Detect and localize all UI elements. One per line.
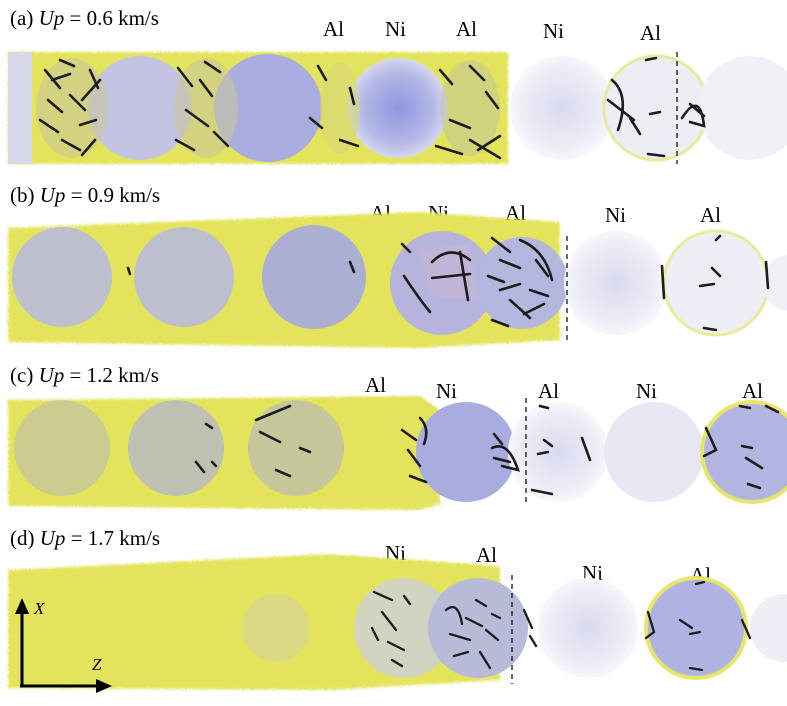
dislocation-lines-a (38, 56, 706, 160)
material-label: Al (742, 379, 763, 403)
material-label: Al (476, 543, 497, 567)
panel-c: (c) Up = 1.2 km/s Al Ni Al Ni Al (8, 363, 787, 510)
z-axis-label: Z (92, 655, 102, 674)
material-label: Ni (543, 19, 564, 43)
material-label: Ni (385, 17, 406, 41)
material-label: Al (365, 373, 386, 397)
panel-c-title: (c) Up = 1.2 km/s (10, 363, 159, 387)
material-label: Al (323, 17, 344, 41)
x-axis-arrowhead (15, 598, 29, 614)
dislocation-lines-d (370, 580, 752, 672)
material-label: Al (700, 203, 721, 227)
material-label: Ni (636, 379, 657, 403)
dislocation-lines-c (194, 404, 780, 496)
atom-column-d (8, 554, 787, 690)
panel-a-title: (a) Up = 0.6 km/s (10, 6, 159, 30)
material-label: Ni (436, 379, 457, 403)
dislocation-lines-b (126, 234, 770, 332)
atom-column-b (8, 212, 787, 348)
material-label: Al (538, 379, 559, 403)
panel-b: (b) Up = 0.9 km/s Al Ni Al Ni Al (8, 183, 787, 348)
atom-column-a (8, 52, 787, 164)
coordinate-axes: X Z (15, 598, 112, 693)
panel-d-title: (d) Up = 1.7 km/s (10, 526, 160, 550)
x-axis-label: X (33, 599, 45, 618)
atom-column-c (8, 396, 787, 510)
material-label: Al (456, 17, 477, 41)
panel-b-title: (b) Up = 0.9 km/s (10, 183, 160, 207)
panel-d: (d) Up = 1.7 km/s Ni Al Ni Al (8, 526, 787, 690)
z-axis-arrowhead (96, 679, 112, 693)
material-label: Ni (605, 203, 626, 227)
material-label: Al (640, 21, 661, 45)
panel-a: (a) Up = 0.6 km/s Al Ni Al Ni Al (8, 6, 787, 164)
